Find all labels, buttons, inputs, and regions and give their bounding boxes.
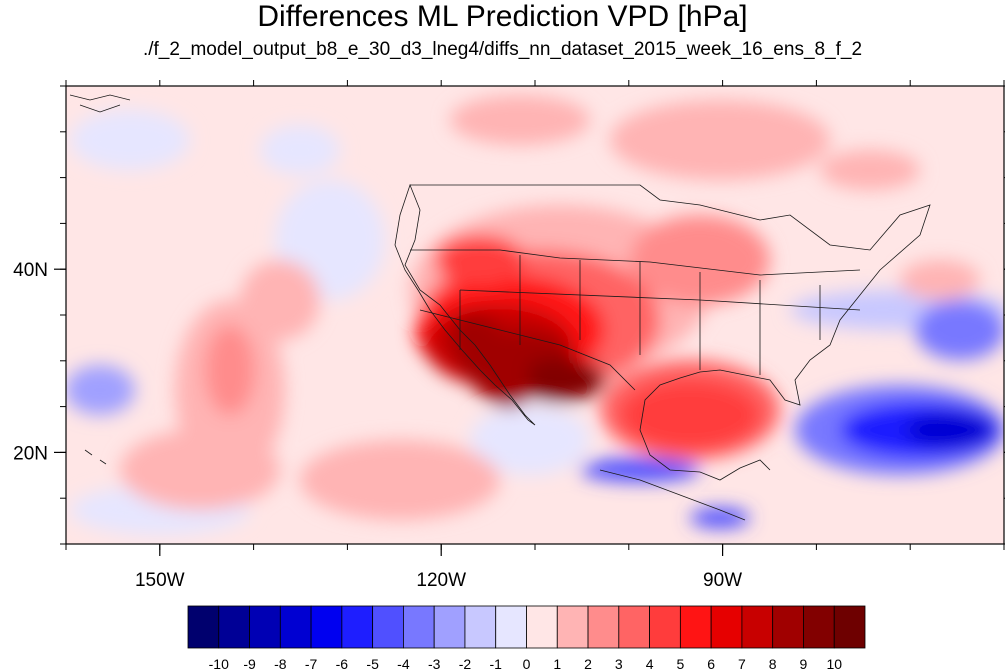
lat-tick-label: 20N: [13, 443, 48, 464]
colorbar-label: 1: [553, 656, 561, 672]
colorbar-swatch: [218, 605, 250, 649]
axis-ticks: 150W 120W 90W 40N 20N: [13, 80, 1005, 591]
colorbar-label: 4: [646, 656, 654, 672]
field-layer: [66, 86, 1004, 544]
colorbar-label: -6: [336, 656, 349, 672]
lon-tick-label: 150W: [135, 570, 185, 591]
colorbar-swatch: [187, 605, 220, 649]
lat-tick-label: 40N: [13, 260, 48, 281]
colorbar-swatch: [741, 605, 774, 649]
colorbar-label: -8: [274, 656, 287, 672]
colorbar-label: 3: [615, 656, 623, 672]
colorbar-label: -3: [428, 656, 441, 672]
colorbar-swatch: [310, 605, 343, 649]
colorbar-swatch: [279, 605, 312, 649]
colorbar-swatch: [649, 605, 681, 649]
colorbar-swatch: [464, 605, 497, 649]
colorbar-swatch: [710, 605, 743, 649]
map-subtitle: ./f_2_model_output_b8_e_30_d3_lneg4/diff…: [142, 39, 863, 60]
colorbar-label: -9: [243, 656, 256, 672]
colorbar-label: 0: [523, 656, 531, 672]
colorbar-swatch: [495, 605, 527, 649]
colorbar-swatch: [833, 605, 866, 649]
colorbar-label: -7: [305, 656, 318, 672]
colorbar-label: -1: [490, 656, 503, 672]
colorbar-swatch: [772, 605, 804, 649]
colorbar-label: -2: [459, 656, 472, 672]
lon-tick-label: 90W: [703, 570, 742, 591]
colorbar-swatch: [526, 605, 558, 649]
colorbar-swatch: [679, 605, 712, 649]
colorbar-swatch: [372, 605, 404, 649]
colorbar-label: 8: [769, 656, 777, 672]
colorbar-swatch: [403, 605, 435, 649]
colorbar-label: -4: [397, 656, 410, 672]
colorbar-swatch: [803, 605, 835, 649]
lon-tick-label: 120W: [416, 570, 466, 591]
colorbar-swatch: [556, 605, 589, 649]
colorbar-swatch: [341, 605, 374, 649]
colorbar-label: 9: [800, 656, 808, 672]
coastlines: [69, 94, 931, 521]
colorbar-swatch: [433, 605, 466, 649]
colorbar-swatch: [587, 605, 620, 649]
colorbar: -10 -9 -8 -7 -6 -5 -4 -3 -2 -1 0 1 2 3 4 5 6 7 8 9 10: [187, 605, 866, 672]
colorbar-label: 5: [676, 656, 684, 672]
colorbar-label: -10: [209, 656, 229, 672]
colorbar-label: -5: [366, 656, 379, 672]
colorbar-swatch: [249, 605, 281, 649]
colorbar-label: 6: [707, 656, 715, 672]
map-title: Differences ML Prediction VPD [hPa]: [257, 0, 748, 33]
colorbar-label: 10: [826, 656, 842, 672]
field-blobs: [66, 95, 1004, 535]
colorbar-label: 2: [584, 656, 592, 672]
colorbar-swatch: [618, 605, 650, 649]
colorbar-label: 7: [738, 656, 746, 672]
